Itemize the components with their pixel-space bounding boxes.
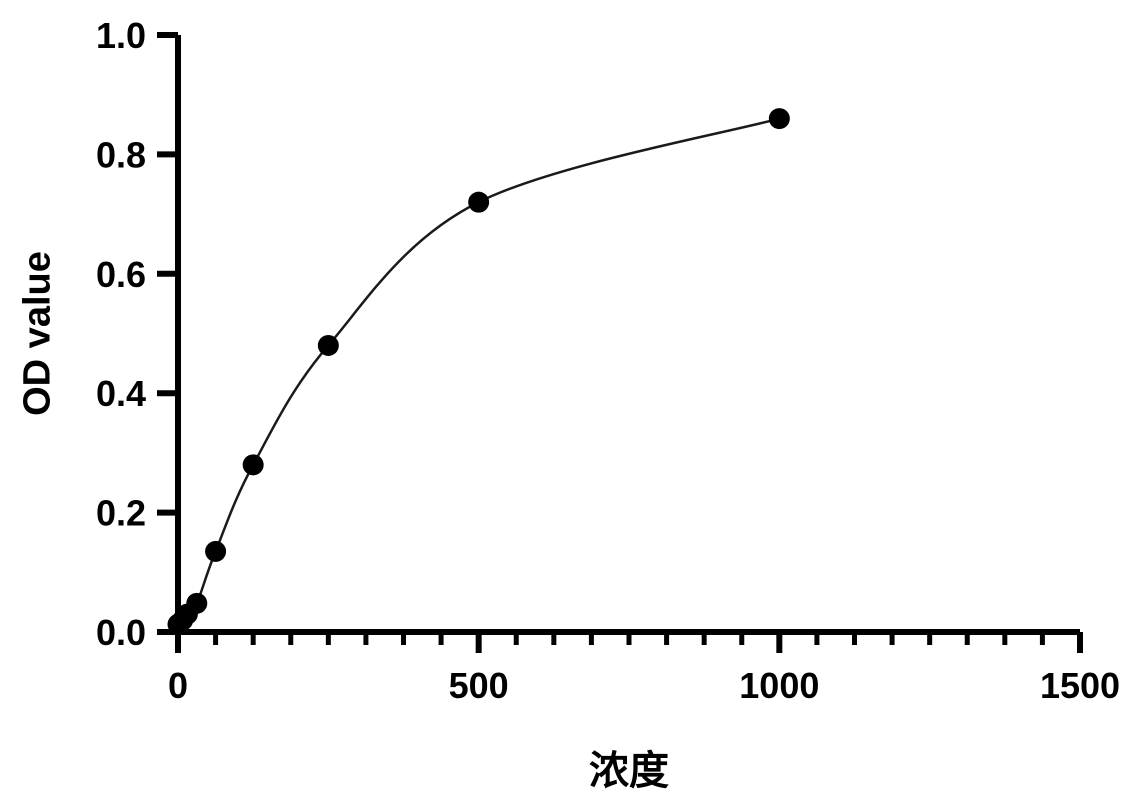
- data-point: [468, 191, 490, 213]
- x-tick-label: 0: [168, 665, 188, 706]
- x-tick-label: 1500: [1040, 665, 1120, 706]
- y-tick-label: 0.2: [96, 493, 146, 534]
- y-tick-label: 0.0: [96, 612, 146, 653]
- x-tick-label: 500: [449, 665, 509, 706]
- data-point: [205, 540, 227, 562]
- data-point: [242, 454, 264, 476]
- data-point: [768, 108, 790, 130]
- data-point: [186, 592, 208, 614]
- y-tick-label: 0.8: [96, 134, 146, 175]
- x-tick-label: 1000: [739, 665, 819, 706]
- y-tick-label: 1.0: [96, 15, 146, 56]
- y-tick-label: 0.6: [96, 254, 146, 295]
- data-point: [317, 334, 339, 356]
- x-axis-title: 浓度: [589, 749, 669, 793]
- y-tick-label: 0.4: [96, 373, 146, 414]
